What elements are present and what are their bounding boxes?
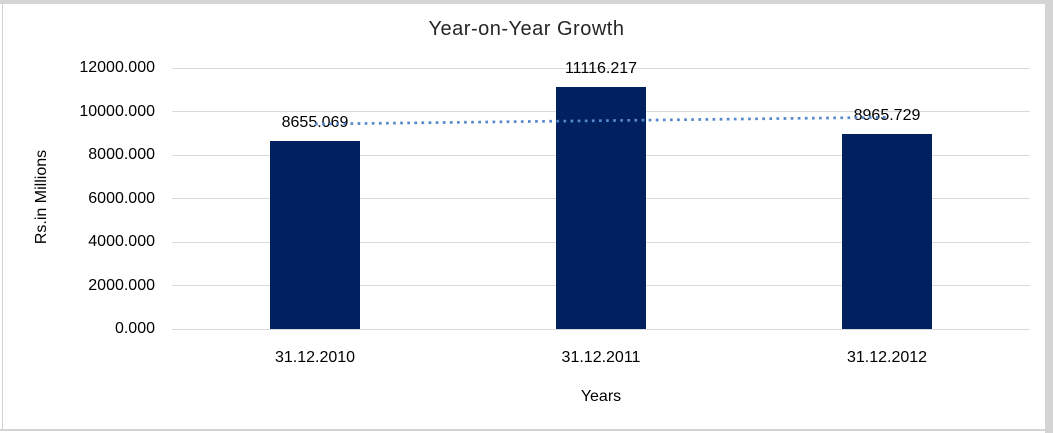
frame-border-top (0, 0, 1053, 4)
bar-data-label: 8965.729 (853, 106, 921, 124)
y-axis-tick-label: 8000.000 (88, 146, 155, 163)
y-axis-tick-label: 10000.000 (79, 102, 155, 120)
x-axis-tick-label: 31.12.2010 (274, 349, 356, 366)
y-axis-tick-label: 12000.000 (79, 59, 155, 76)
bar-data-label: 11116.217 (564, 60, 638, 78)
bar-data-label: 8655.069 (281, 113, 349, 131)
gridline (172, 328, 1030, 330)
x-axis-tick-label: 31.12.2012 (846, 349, 928, 366)
chart-title: Year-on-Year Growth (428, 18, 625, 40)
x-axis-title: Years (580, 388, 622, 405)
y-axis-tick-label: 0.000 (114, 320, 155, 337)
bar-31.12.2012 (842, 133, 932, 329)
bar-31.12.2011 (556, 87, 646, 329)
y-axis-tick-label: 2000.000 (88, 276, 155, 294)
frame-border-right (1045, 0, 1053, 433)
y-axis-tick-label: 6000.000 (88, 189, 155, 207)
frame-border-bottom (0, 429, 1053, 431)
gridline (172, 67, 1030, 69)
frame-border-left (2, 4, 3, 429)
x-axis-tick-label: 31.12.2011 (561, 349, 641, 366)
bar-31.12.2010 (270, 140, 360, 329)
y-axis-tick-label: 4000.000 (88, 233, 155, 250)
